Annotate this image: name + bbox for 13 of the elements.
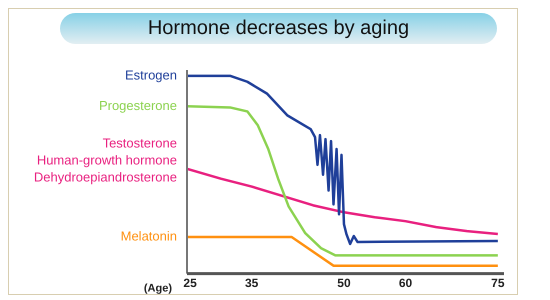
x-tick-label: 60 [398,276,413,290]
x-axis-title: (Age) [144,282,172,295]
x-tick-label: 50 [337,276,351,290]
series-label: Testosterone [102,135,177,150]
x-tick-label: 75 [491,276,505,290]
x-tick-label: 25 [183,276,198,290]
text: Dehydroepiandrosterone [34,169,177,184]
x-tick-label: 35 [244,276,259,290]
series-label: Estrogen [124,67,177,82]
text: Human-growth hormone [36,152,177,168]
series-label: Progesterone [98,98,177,113]
series-label: Melatonin [120,228,177,244]
chart-title: Hormone decreases by aging [148,17,410,40]
